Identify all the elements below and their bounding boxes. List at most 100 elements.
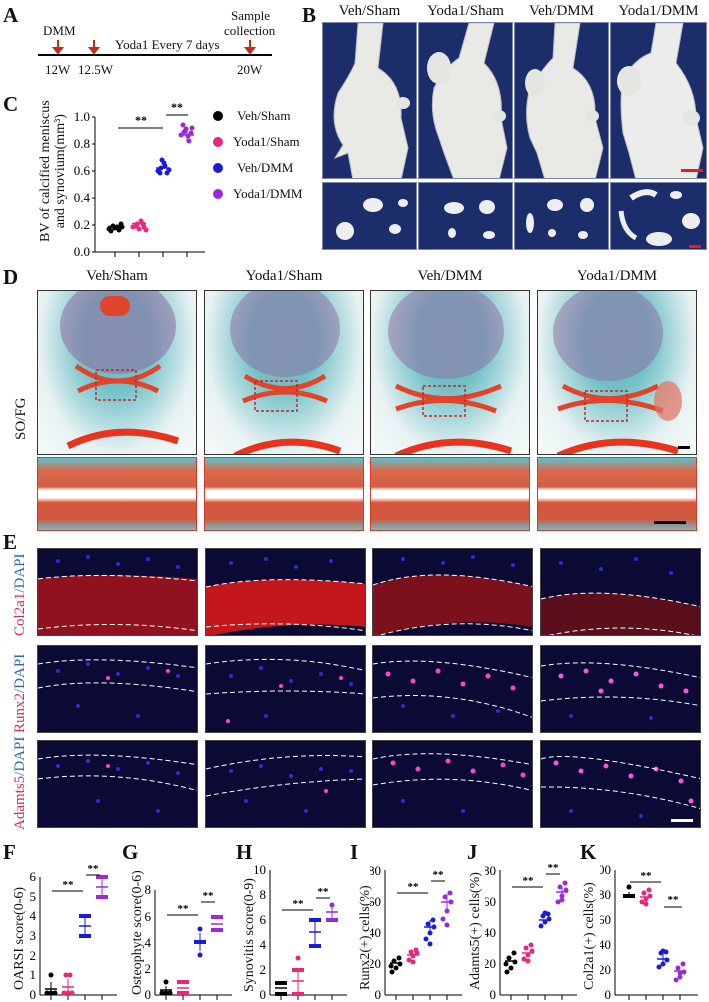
svg-text:80: 80 xyxy=(485,863,496,878)
microct-knee-veh-dmm xyxy=(514,22,609,179)
svg-text:8: 8 xyxy=(260,887,267,902)
roi-box xyxy=(95,369,137,401)
scale-bar xyxy=(671,819,693,822)
svg-text:**: ** xyxy=(433,869,445,881)
panel-letter-j: J xyxy=(467,840,478,864)
dmm-label: DMM xyxy=(43,23,76,38)
svg-text:3: 3 xyxy=(30,928,37,943)
tick-20w: 20W xyxy=(237,62,263,77)
svg-text:20: 20 xyxy=(485,956,496,971)
timeline-axis xyxy=(38,40,272,56)
if-col2a1-veh-sham xyxy=(37,548,198,636)
svg-text:80: 80 xyxy=(600,887,611,902)
histology-zoom-yoda1-sham xyxy=(204,457,364,531)
if-adamts5-veh-dmm xyxy=(372,740,533,828)
chart-j: 0 20 40 60 80 ** ** xyxy=(485,862,577,1002)
panel-letter-f: F xyxy=(3,840,16,864)
svg-text:4: 4 xyxy=(30,908,37,923)
svg-text:40: 40 xyxy=(370,925,381,940)
if-runx2-veh-sham xyxy=(37,645,198,733)
svg-text:20: 20 xyxy=(600,962,611,977)
panel-letter-b: B xyxy=(302,3,317,27)
microct-meniscus-veh-dmm xyxy=(514,182,609,250)
j-y-axis-label: Adamts5(+) cells(%) xyxy=(468,872,483,990)
svg-text:100: 100 xyxy=(600,862,611,877)
panel-letter-i: I xyxy=(350,840,359,864)
svg-text:5: 5 xyxy=(30,889,37,904)
svg-text:0.6: 0.6 xyxy=(74,163,91,178)
if-adamts5-veh-sham xyxy=(37,740,198,828)
d-col-title-2: Yoda1/Sham xyxy=(245,268,323,284)
legend-item-yoda1-sham: Yoda1/Sham xyxy=(213,129,302,155)
svg-text:0.8: 0.8 xyxy=(74,136,90,151)
svg-text:0: 0 xyxy=(145,987,152,1002)
e-row-label-runx2: Runx2/DAPI xyxy=(12,653,28,733)
panel-letter-e: E xyxy=(3,530,18,554)
microct-meniscus-yoda1-dmm xyxy=(610,182,707,250)
svg-text:2: 2 xyxy=(145,961,152,976)
svg-text:80: 80 xyxy=(370,863,381,878)
panel-letter-a: A xyxy=(3,3,19,27)
svg-text:**: ** xyxy=(548,862,560,874)
e-row-label-adamts5: Adamts5/DAPI xyxy=(12,736,28,830)
svg-text:60: 60 xyxy=(485,894,496,909)
d-col-title-3: Veh/DMM xyxy=(417,268,483,284)
svg-text:0: 0 xyxy=(375,987,382,1002)
histology-zoom-yoda1-dmm xyxy=(537,457,697,531)
b-col-title-1: Veh/Sham xyxy=(338,3,401,19)
legend-item-yoda1-dmm: Yoda1/DMM xyxy=(213,181,302,207)
significance-bars xyxy=(118,114,188,129)
sample-label-2: collection xyxy=(224,23,276,38)
svg-text:**: ** xyxy=(63,879,75,891)
svg-text:6: 6 xyxy=(30,869,37,884)
svg-text:**: ** xyxy=(88,863,100,875)
svg-text:**: ** xyxy=(171,100,183,114)
microct-knee-veh-sham xyxy=(322,22,417,179)
roi-box xyxy=(584,390,628,422)
legend-dot-icon xyxy=(213,189,223,199)
roi-box xyxy=(254,380,298,412)
panel-letter-c: C xyxy=(3,92,19,116)
histology-yoda1-dmm xyxy=(537,290,697,455)
svg-text:0.2: 0.2 xyxy=(74,217,90,232)
svg-text:0: 0 xyxy=(605,987,612,1002)
svg-text:0.0: 0.0 xyxy=(74,244,90,259)
svg-text:0: 0 xyxy=(30,987,37,1002)
histology-veh-dmm xyxy=(370,290,530,455)
svg-text:6: 6 xyxy=(260,912,267,927)
svg-text:0.4: 0.4 xyxy=(74,190,91,205)
histology-zoom-veh-sham xyxy=(37,457,197,531)
chart-h: 0 2 4 6 8 10 ** ** xyxy=(255,862,347,1002)
svg-text:0: 0 xyxy=(260,987,267,1002)
scale-bar xyxy=(681,169,703,172)
e-row-label-col2a1: Col2a1/DAPI xyxy=(12,553,28,636)
panel-letter-k: K xyxy=(580,840,597,864)
svg-text:**: ** xyxy=(523,875,535,887)
if-col2a1-yoda1-sham xyxy=(205,548,366,636)
tick-12w: 12W xyxy=(45,62,71,77)
svg-text:4: 4 xyxy=(145,935,152,950)
microct-knee-yoda1-sham xyxy=(418,22,513,179)
svg-text:**: ** xyxy=(203,890,215,902)
chart-g: 0 2 4 6 8 ** ** xyxy=(145,882,232,1002)
chart-k: 0 20 40 60 80 100 ** ** xyxy=(600,862,698,1002)
svg-text:**: ** xyxy=(293,898,305,910)
panel-letter-h: H xyxy=(236,840,253,864)
legend-item-veh-sham: Veh/Sham xyxy=(213,103,302,129)
svg-text:0: 0 xyxy=(490,987,497,1002)
if-col2a1-yoda1-dmm xyxy=(540,548,701,636)
scale-bar xyxy=(689,245,701,248)
panel-letter-g: G xyxy=(122,840,139,864)
legend-dot-icon xyxy=(213,111,223,121)
svg-text:**: ** xyxy=(641,870,653,882)
svg-text:10: 10 xyxy=(255,862,266,877)
svg-text:**: ** xyxy=(318,886,330,898)
histology-zoom-veh-dmm xyxy=(370,457,530,531)
svg-text:20: 20 xyxy=(370,956,381,971)
k-y-axis-label: Col2a1(+) cells(%) xyxy=(582,882,597,990)
microct-meniscus-veh-sham xyxy=(322,182,417,250)
svg-text:**: ** xyxy=(135,113,147,127)
if-adamts5-yoda1-sham xyxy=(205,740,366,828)
svg-text:60: 60 xyxy=(370,894,381,909)
svg-text:**: ** xyxy=(178,903,190,915)
